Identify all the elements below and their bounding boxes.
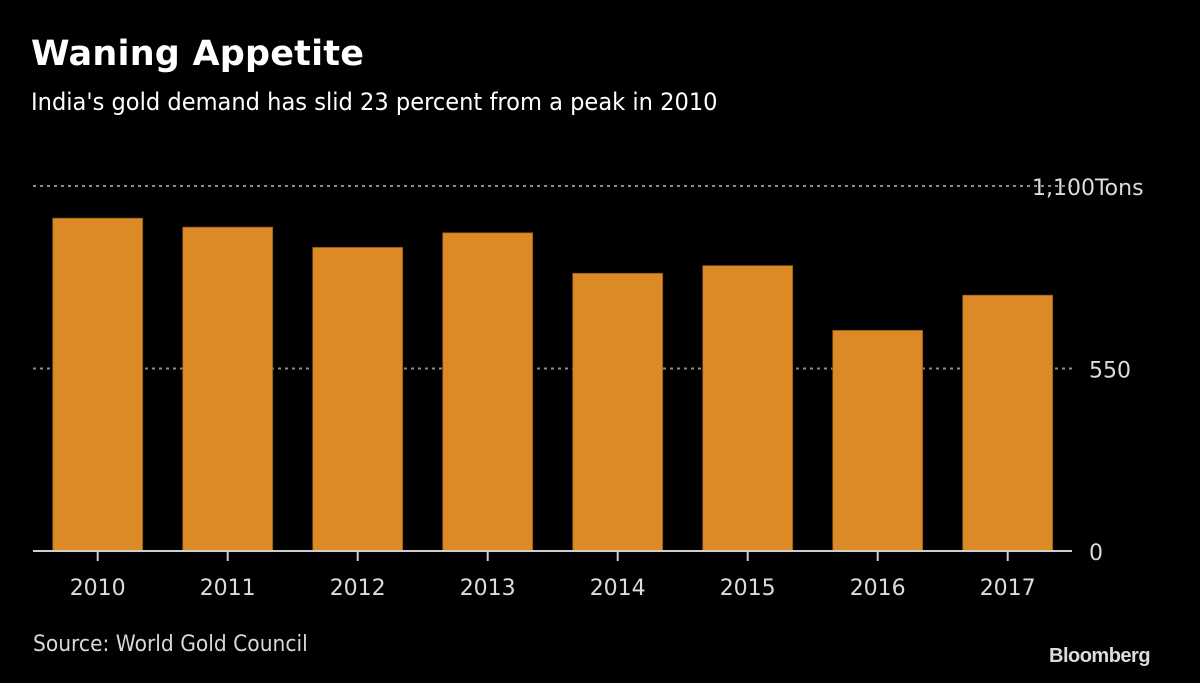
bar-2015 xyxy=(702,265,794,552)
bar-2010 xyxy=(52,217,144,552)
x-tick-label: 2015 xyxy=(720,576,776,601)
gridlines xyxy=(33,185,1072,370)
x-axis-labels: 2010 2011 2012 2013 2014 2015 2016 2017 xyxy=(70,576,1036,601)
bar-2017 xyxy=(962,294,1054,552)
y-tick-label: 0 xyxy=(1089,541,1103,566)
bar-2012 xyxy=(312,246,404,552)
x-tick-label: 2017 xyxy=(980,576,1036,601)
source-note: Source: World Gold Council xyxy=(33,632,308,657)
x-tick-label: 2016 xyxy=(850,576,906,601)
x-axis xyxy=(33,550,1072,561)
x-tick-label: 2013 xyxy=(460,576,516,601)
x-tick-label: 2010 xyxy=(70,576,126,601)
x-tick-label: 2011 xyxy=(200,576,256,601)
bar-2013 xyxy=(442,232,534,552)
x-tick-label: 2012 xyxy=(330,576,386,601)
chart-title: Waning Appetite xyxy=(31,34,365,74)
y-axis-labels: 0 550 1,100Tons xyxy=(1032,176,1144,566)
y-tick-label: 550 xyxy=(1089,359,1131,384)
bar-2016 xyxy=(832,329,924,552)
y-tick-label: 1,100Tons xyxy=(1032,176,1144,201)
bar-2014 xyxy=(572,272,664,552)
bloomberg-logo: Bloomberg xyxy=(1049,645,1151,667)
x-tick-label: 2014 xyxy=(590,576,646,601)
bars xyxy=(52,217,1054,552)
chart-subtitle: India's gold demand has slid 23 percent … xyxy=(31,88,718,116)
bar-2011 xyxy=(182,226,274,552)
